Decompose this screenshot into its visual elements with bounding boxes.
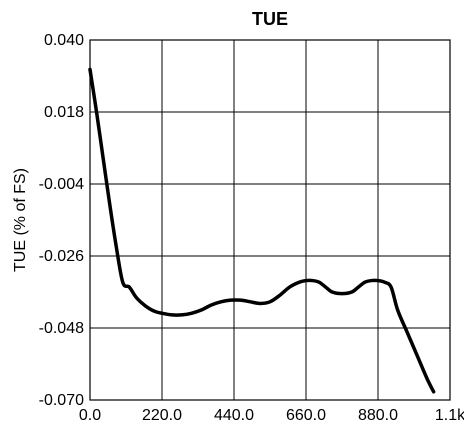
y-tick-label-5: 0.040 — [44, 32, 84, 49]
x-tick-labels: 0.0 220.0 440.0 660.0 880.0 1.1k — [79, 407, 464, 424]
plot-frame — [89, 39, 451, 401]
chart-title: TUE — [252, 9, 288, 29]
grid-lines — [89, 39, 451, 401]
y-tick-label-3: -0.004 — [39, 176, 84, 193]
x-tick-label-4: 880.0 — [358, 407, 398, 424]
y-tick-label-2: -0.026 — [39, 248, 84, 265]
x-tick-label-0: 0.0 — [79, 407, 101, 424]
x-tick-label-2: 440.0 — [214, 407, 254, 424]
x-tick-label-3: 660.0 — [286, 407, 326, 424]
x-tick-label-1: 220.0 — [142, 407, 182, 424]
y-tick-label-4: 0.018 — [44, 104, 84, 121]
series-line-0 — [88, 67, 436, 394]
y-tick-label-1: -0.048 — [39, 320, 84, 337]
y-tick-label-0: -0.070 — [39, 392, 84, 409]
y-tick-labels: -0.070 -0.048 -0.026 -0.004 0.018 0.040 — [39, 32, 84, 409]
y-axis-title: TUE (% of FS) — [12, 168, 29, 272]
x-tick-label-5: 1.1k — [435, 407, 464, 424]
